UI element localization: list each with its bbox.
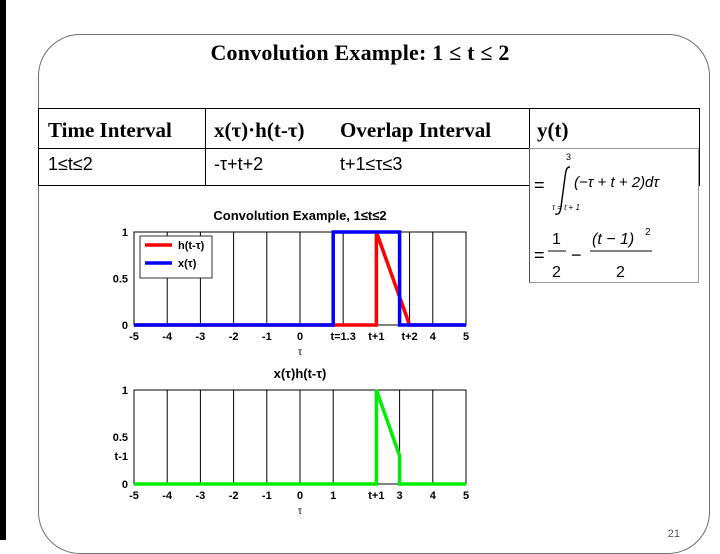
interval-table: Time Interval x(τ)·h(t-τ) Overlap Interv… (38, 108, 700, 186)
chart1-xtick-label-8: t+1 (368, 331, 384, 343)
chart2-xtick-label-7: 1 (330, 490, 336, 502)
chart1-ytick-label-1: 0 (122, 320, 128, 332)
cell-product: -τ+t+2 (214, 154, 264, 174)
table-top-rule (38, 108, 700, 109)
chart1-xtick-label-5: -1 (262, 331, 272, 343)
chart1-xtick-label-2: -4 (162, 331, 173, 343)
table-header-rule (38, 148, 700, 149)
frac1-numerator: 1 (552, 231, 561, 248)
convolution-plots: Convolution Example, 1≤t≤2 -5 -4 -3 -2 -1 0 t=1… (113, 208, 469, 517)
chart1-series-2-line (134, 230, 466, 327)
chart2-xtick-label-4: -2 (229, 490, 239, 502)
chart2-xlabel: τ (298, 506, 302, 517)
formula-equals-1: = (534, 175, 545, 195)
slide-frame (38, 34, 710, 554)
chart2-xtick-label-2: -4 (162, 490, 173, 502)
chart1-legend-box (139, 235, 213, 279)
chart2-xtick-label-6: 0 (297, 490, 303, 502)
chart2-xtick-label-5: -1 (262, 490, 272, 502)
header-y-of-t: y(t) (537, 118, 569, 142)
chart2-xtick-label-8: t+1 (368, 490, 384, 502)
cell-overlap-interval: t+1≤τ≤3 (340, 154, 403, 174)
formula-equals-2: = (534, 245, 545, 265)
table-col-rule-2 (529, 108, 530, 148)
chart2-title: x(τ)h(t-τ) (274, 366, 327, 381)
chart1-legend-label-1: h(t-τ) (178, 240, 205, 252)
chart1-legend-label-2: x(τ) (178, 258, 197, 270)
chart2-xtick-label-1: -5 (129, 490, 139, 502)
integral-sign (554, 166, 571, 215)
chart2-ytick-label-1: 0 (122, 479, 128, 491)
header-product: x(τ)·h(t-τ) (214, 118, 305, 142)
y-of-t-formula: = 3 τ = t + 1 (−τ + t + 2)dτ = 1 2 − (t … (529, 148, 699, 283)
chart2-xtick-label-10: 4 (430, 490, 437, 502)
chart1-xtick-label-3: -3 (196, 331, 206, 343)
chart1-ytick-label-3: 1 (122, 227, 128, 239)
integrand: (−τ + t + 2)dτ (574, 174, 660, 191)
frac2-numerator: (t − 1) (592, 231, 634, 248)
table-left-rule (38, 108, 39, 186)
header-time-interval: Time Interval (48, 118, 172, 142)
left-edge-bar (0, 0, 6, 540)
frac1-denominator: 2 (552, 264, 561, 281)
chart1-xtick-label-1: -5 (129, 331, 139, 343)
chart2-xtick-label-11: 5 (463, 490, 469, 502)
chart1-xtick-label-7: t=1.3 (330, 331, 355, 343)
chart1-xtick-label-10: 4 (430, 331, 437, 343)
formula-minus: − (571, 245, 582, 265)
chart1-xtick-label-9: t+2 (401, 331, 417, 343)
cell-time-interval: 1≤t≤2 (48, 154, 93, 174)
table-right-rule (699, 108, 700, 186)
chart2-ytick-label-3: 1 (122, 385, 128, 397)
integral-lower-limit: τ = t + 1 (552, 203, 580, 212)
frac2-exponent: 2 (645, 227, 651, 238)
header-overlap-interval: Overlap Interval (340, 118, 492, 142)
slide-title: Convolution Example: 1 ≤ t ≤ 2 (210, 40, 510, 65)
chart1-xlabel: τ (298, 347, 302, 358)
chart1-ytick-label-2: 0.5 (113, 274, 128, 286)
chart1-xtick-label-11: 5 (463, 331, 469, 343)
frac2-denominator: 2 (616, 264, 625, 281)
integral-upper-limit: 3 (566, 152, 571, 162)
chart2-ytick-label-extra: t-1 (115, 451, 128, 463)
chart1-title: Convolution Example, 1≤t≤2 (213, 208, 386, 223)
table-col-rule-1 (205, 108, 206, 186)
chart2-xtick-label-3: -3 (196, 490, 206, 502)
chart1-xtick-label-4: -2 (229, 331, 239, 343)
table-bottom-rule (38, 185, 529, 186)
chart2-xtick-label-9: 3 (397, 490, 403, 502)
chart1-xtick-label-6: 0 (297, 331, 303, 343)
chart2-series-1-line (134, 389, 466, 486)
chart2-ytick-label-2: 0.5 (113, 432, 128, 444)
page-number: 21 (667, 528, 680, 540)
